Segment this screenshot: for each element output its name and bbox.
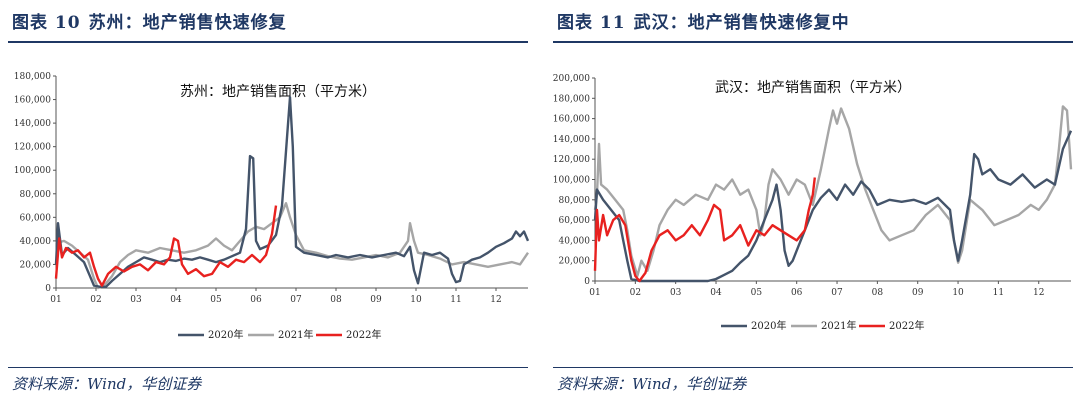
figure-caption: 苏州：地产销售快速修复 — [88, 13, 287, 33]
y-tick-label: 100,000 — [14, 166, 51, 176]
series-line-2 — [55, 202, 529, 290]
x-tick-label: 03 — [130, 295, 142, 305]
chart-wuhan: 0 20,000 40,000 60,000 80,000 100,000 120,000 1… — [553, 74, 1073, 332]
figure-panel-suzhou: 图表 10 苏州：地产销售快速修复 0 20,000 40,000 60,000 80,0… — [8, 0, 538, 407]
chart-title: 武汉：地产销售面积（平方米） — [715, 80, 911, 96]
y-tick-label: 80,000 — [559, 196, 591, 206]
figure-number: 图表 11 — [557, 13, 626, 33]
y-tick-label: 20,000 — [20, 260, 52, 270]
y-tick-label: 100,000 — [553, 176, 590, 186]
x-tick-label: 04 — [170, 295, 182, 305]
chart-title: 苏州：地产销售面积（平方米） — [180, 84, 376, 100]
x-tick-label: 05 — [210, 295, 222, 305]
y-tick-label: 20,000 — [559, 257, 591, 267]
legend-label: 2022年 — [889, 319, 924, 332]
y-tick-label: 120,000 — [14, 143, 51, 153]
source-note: 资料来源：Wind，华创证券 — [557, 375, 747, 393]
x-tick-label: 10 — [410, 295, 422, 305]
y-tick-label: 60,000 — [559, 216, 591, 226]
x-tick-label: 04 — [710, 288, 722, 298]
y-tick-label: 40,000 — [559, 236, 591, 246]
y-tick-label: 120,000 — [553, 155, 590, 165]
series-line-1 — [593, 130, 1073, 283]
x-tick-label: 02 — [630, 288, 641, 298]
x-tick-label: 09 — [912, 288, 924, 298]
y-tick-label: 200,000 — [553, 74, 590, 84]
chart-suzhou: 0 20,000 40,000 60,000 80,000 100,000 120,000 1… — [14, 72, 530, 341]
figure-title: 图表 10 苏州：地产销售快速修复 — [12, 8, 295, 33]
series-line-3 — [54, 205, 278, 287]
x-tick-label: 08 — [330, 295, 342, 305]
legend-label: 2020年 — [208, 328, 243, 341]
legend-label: 2021年 — [278, 328, 313, 341]
figure-caption: 武汉：地产销售快速修复中 — [633, 13, 850, 33]
x-tick-label: 07 — [831, 288, 843, 298]
x-tick-label: 12 — [1033, 288, 1044, 298]
series-line-2 — [593, 105, 1073, 278]
x-tick-label: 07 — [290, 295, 302, 305]
y-tick-label: 160,000 — [553, 115, 590, 125]
legend-label: 2021年 — [821, 319, 856, 332]
x-tick-label: 11 — [450, 295, 461, 305]
footer-rule — [553, 367, 1073, 368]
figure-title: 图表 11 武汉：地产销售快速修复中 — [557, 8, 858, 33]
y-tick-label: 0 — [584, 277, 590, 287]
y-tick-label: 80,000 — [20, 190, 52, 200]
x-tick-label: 10 — [952, 288, 964, 298]
x-tick-label: 03 — [670, 288, 682, 298]
y-tick-label: 0 — [45, 284, 51, 294]
series-line-3 — [593, 177, 816, 283]
figure-number: 图表 10 — [12, 13, 81, 33]
source-note: 资料来源：Wind，华创证券 — [12, 375, 202, 393]
x-tick-label: 11 — [993, 288, 1004, 298]
y-tick-label: 140,000 — [553, 135, 590, 145]
x-tick-label: 06 — [250, 295, 262, 305]
x-tick-label: 01 — [50, 295, 61, 305]
series-line-1 — [54, 96, 530, 288]
x-tick-label: 08 — [872, 288, 884, 298]
y-tick-label: 180,000 — [553, 94, 590, 104]
x-tick-label: 06 — [791, 288, 803, 298]
legend-label: 2022年 — [346, 328, 381, 341]
x-tick-label: 05 — [751, 288, 763, 298]
y-tick-label: 180,000 — [14, 72, 51, 82]
title-rule — [553, 41, 1073, 43]
x-tick-label: 01 — [589, 288, 600, 298]
y-tick-label: 160,000 — [14, 96, 51, 106]
legend-label: 2020年 — [751, 319, 786, 332]
x-tick-label: 09 — [370, 295, 382, 305]
y-tick-label: 40,000 — [20, 237, 52, 247]
y-tick-label: 140,000 — [14, 119, 51, 129]
footer-rule — [8, 367, 528, 368]
x-tick-label: 02 — [90, 295, 101, 305]
figure-panel-wuhan: 图表 11 武汉：地产销售快速修复中 0 20,000 40,000 60,000 80,… — [553, 0, 1080, 407]
y-tick-label: 60,000 — [20, 213, 52, 223]
x-tick-label: 12 — [490, 295, 501, 305]
title-rule — [8, 41, 528, 43]
